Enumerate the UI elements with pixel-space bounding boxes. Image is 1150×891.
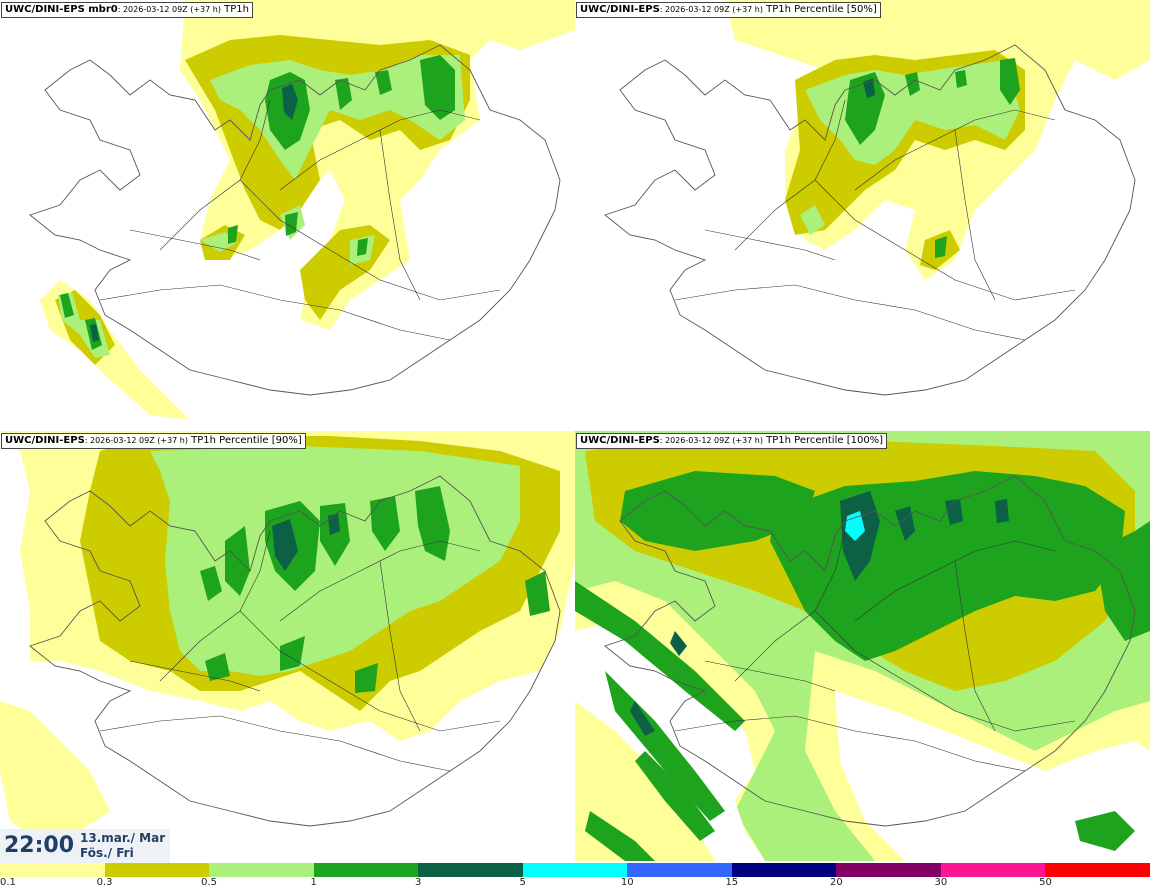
- legend-tick-label: 5: [519, 877, 526, 888]
- legend-swatch: [104, 863, 211, 877]
- legend-tick-label: 3: [414, 877, 422, 888]
- map-panel-mbr0: UWC/DINI-EPS mbr0: 2026-03-12 09Z (+37 h…: [0, 0, 575, 430]
- panel-title: UWC/DINI-EPS mbr0: 2026-03-12 09Z (+37 h…: [1, 2, 253, 18]
- coastline: [29, 44, 561, 396]
- coastline: [29, 475, 561, 827]
- legend-tick-label: 0.3: [96, 877, 113, 888]
- coastline: [604, 44, 1136, 396]
- legend-swatch: [1045, 863, 1150, 877]
- legend-tick-label: 50: [1039, 877, 1052, 888]
- color-legend: 0.1 0.3 0.5 1 3 5 10 15 20 30 50: [0, 863, 1150, 891]
- legend-swatch: [940, 863, 1047, 877]
- legend-tick-label: 1: [310, 877, 317, 888]
- precipitation-map: [0, 431, 575, 841]
- roads: [99, 530, 501, 772]
- roads: [674, 530, 1076, 772]
- precipitation-map: [29, 0, 575, 420]
- legend-swatch: [0, 863, 106, 877]
- map-panel-p50: UWC/DINI-EPS: 2026-03-12 09Z (+37 h) TP1…: [575, 0, 1150, 430]
- valid-time-clock: 22:00: [4, 833, 75, 858]
- precipitation-map: [604, 0, 1150, 396]
- panel-title: UWC/DINI-EPS: 2026-03-12 09Z (+37 h) TP1…: [1, 433, 306, 449]
- panel-title: UWC/DINI-EPS: 2026-03-12 09Z (+37 h) TP1…: [576, 2, 881, 18]
- coastline: [604, 475, 1136, 827]
- legend-tick-label: 0.1: [0, 877, 16, 888]
- legend-swatch: [627, 863, 733, 877]
- legend-tick-label: 0.5: [201, 877, 218, 888]
- precip-shading: [40, 0, 575, 420]
- legend-tick-label: 15: [725, 877, 739, 888]
- roads: [99, 99, 501, 341]
- legend-swatch: [313, 863, 420, 877]
- precipitation-map: [575, 431, 1150, 861]
- legend-swatch: [418, 863, 524, 877]
- legend-swatch: [209, 863, 315, 877]
- legend-tick-label: 10: [620, 877, 634, 888]
- precip-shading: [725, 0, 1150, 280]
- legend-tick-label: 30: [934, 877, 948, 888]
- map-panel-p90: UWC/DINI-EPS: 2026-03-12 09Z (+37 h) TP1…: [0, 431, 575, 861]
- legend-swatch: [522, 863, 629, 877]
- valid-time-box: 22:00 13.mar./ Mar Fös./ Fri: [0, 829, 170, 863]
- map-panel-p100: UWC/DINI-EPS: 2026-03-12 09Z (+37 h) TP1…: [575, 431, 1150, 861]
- panel-title: UWC/DINI-EPS: 2026-03-12 09Z (+37 h) TP1…: [576, 433, 888, 449]
- legend-swatch: [836, 863, 942, 877]
- roads: [674, 99, 1076, 341]
- legend-swatch: [731, 863, 838, 877]
- legend-tick-label: 20: [829, 877, 843, 888]
- precip-shading: [575, 431, 1150, 861]
- valid-time-date: 13.mar./ Mar: [80, 831, 166, 845]
- valid-time-day: Fös./ Fri: [80, 846, 134, 860]
